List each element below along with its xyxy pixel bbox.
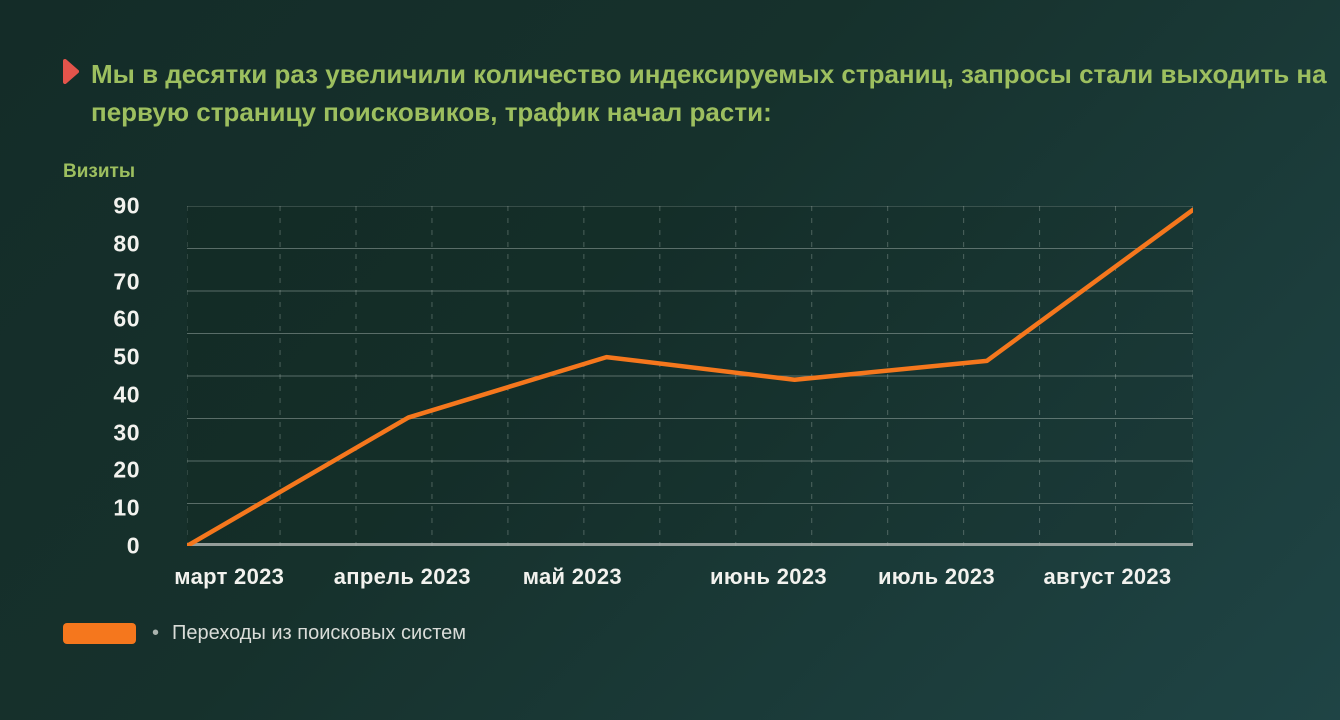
legend-label: Переходы из поисковых систем xyxy=(172,622,467,644)
y-axis-label: 20 xyxy=(113,456,140,483)
x-axis-label: май 2023 xyxy=(522,564,622,589)
legend: • Переходы из поисковых систем xyxy=(63,622,466,645)
traffic-line xyxy=(187,207,1193,546)
y-axis-label: 40 xyxy=(113,381,140,408)
x-axis-label: июль 2023 xyxy=(877,564,995,589)
y-axis-label: 70 xyxy=(113,268,140,295)
x-axis-label: апрель 2023 xyxy=(333,564,471,589)
y-axis-label: 60 xyxy=(113,305,140,332)
y-axis-title: Визиты xyxy=(63,161,136,182)
plot-area xyxy=(187,206,1193,546)
legend-color-swatch xyxy=(63,623,136,644)
page-title-line1: Мы в десятки раз увеличили количество ин… xyxy=(91,59,1327,89)
headline: Мы в десятки раз увеличили количество ин… xyxy=(62,55,1327,131)
y-axis-label: 30 xyxy=(113,419,140,446)
y-axis-label: 50 xyxy=(113,343,140,370)
chart-canvas xyxy=(187,206,1193,546)
x-axis-tick-labels: март 2023 апрель 2023 май 2023 июнь 2023 июл… xyxy=(174,564,1193,592)
x-axis-label: март 2023 xyxy=(174,564,285,589)
legend-bullet-icon: • xyxy=(152,622,160,644)
y-axis-label: 0 xyxy=(126,532,140,559)
y-axis-label: 80 xyxy=(113,230,140,257)
y-axis-label: 90 xyxy=(113,192,140,219)
page-title-line2: первую страницу поисковиков, трафик нача… xyxy=(91,97,772,127)
y-axis-label: 10 xyxy=(113,494,140,521)
y-axis-tick-labels: 90 80 70 60 50 40 30 20 10 0 xyxy=(0,193,140,559)
arrow-marker-icon xyxy=(63,59,79,84)
x-axis-label: август 2023 xyxy=(1043,564,1172,589)
page-title: Мы в десятки раз увеличили количество ин… xyxy=(91,55,1327,131)
x-axis-label: июнь 2023 xyxy=(710,564,827,589)
